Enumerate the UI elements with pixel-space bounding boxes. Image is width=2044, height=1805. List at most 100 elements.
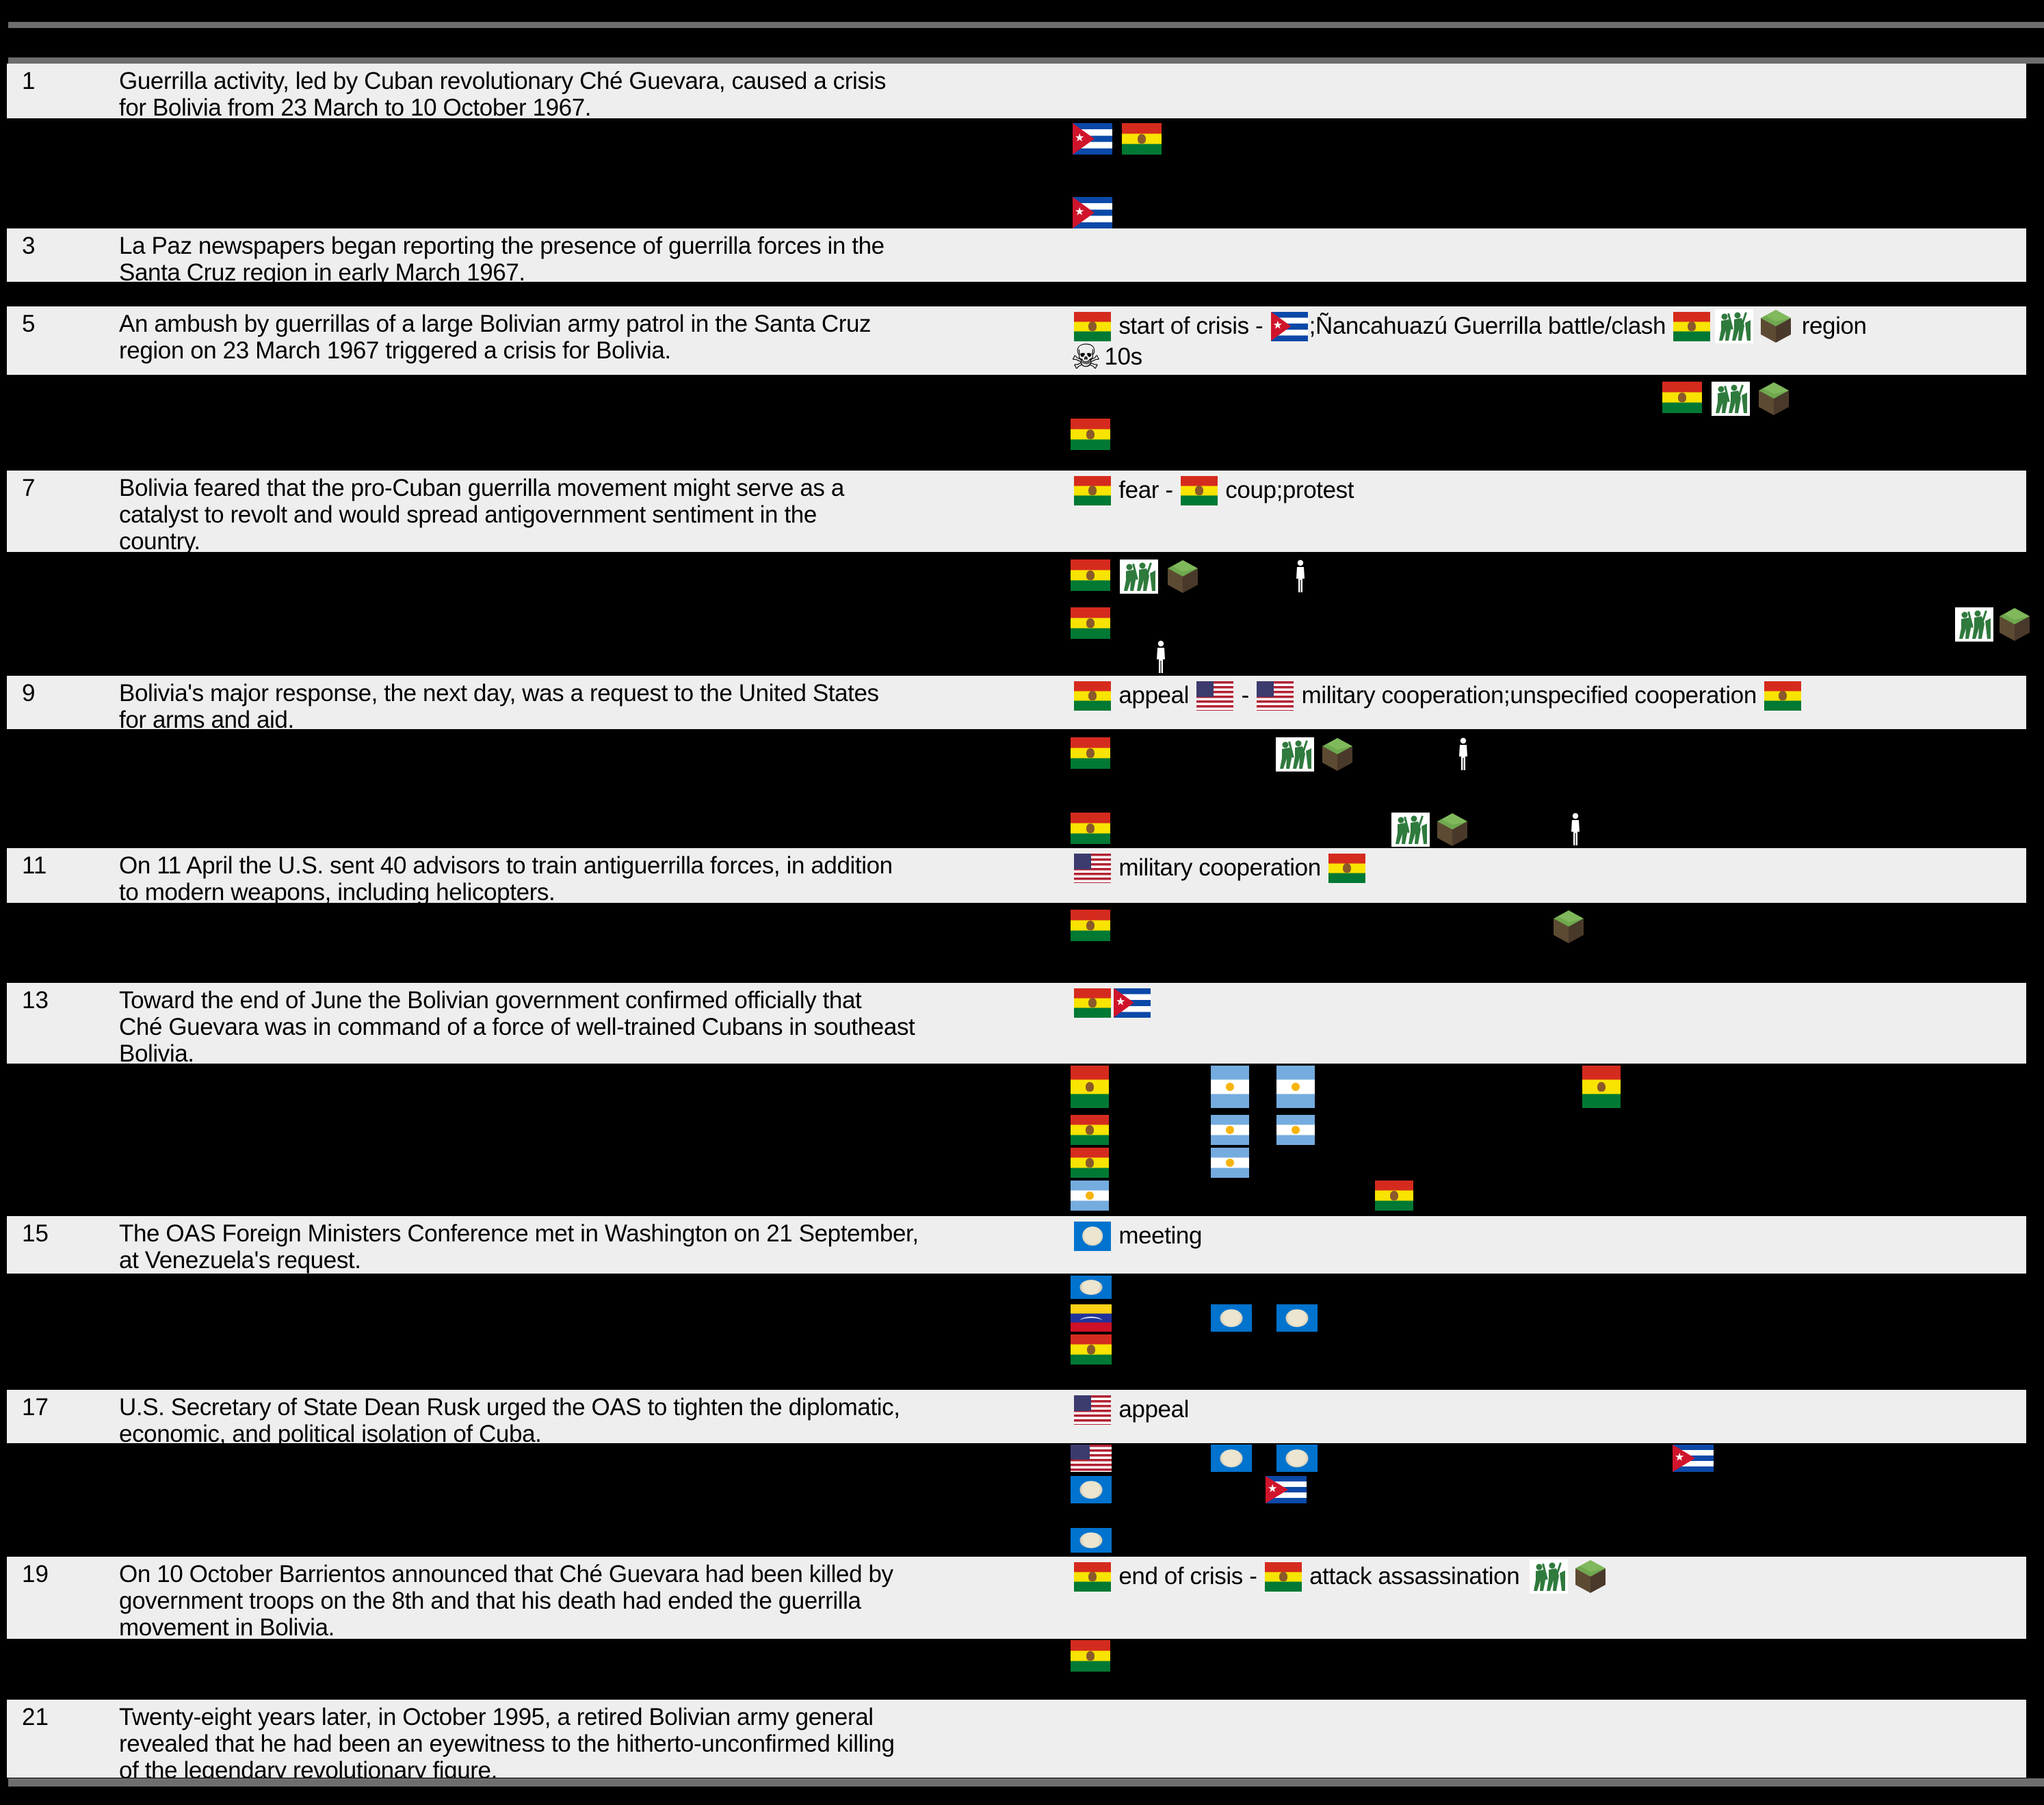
oas-flag-icon (1074, 1221, 1111, 1251)
event-row: 9 Bolivia's major response, the next day,… (7, 676, 2026, 733)
event-number: 13 (22, 987, 49, 1014)
oas-flag-icon (1071, 1276, 1112, 1299)
event-text-line: An ambush by guerrillas of a large Boliv… (119, 311, 872, 337)
bolivia-flag-icon (1071, 607, 1110, 639)
flag-icon-row (7, 607, 2030, 642)
event-row: 11 On 11 April the U.S. sent 40 advisors … (7, 848, 2026, 906)
argentina-flag-detail (1292, 1083, 1300, 1091)
argentina-flag-icon (1211, 1115, 1249, 1145)
troops-icon (1712, 382, 1750, 416)
event-text-line: region on 23 March 1967 triggered a cris… (119, 337, 671, 364)
troops-icon (1955, 607, 1993, 642)
territory-icon (1322, 737, 1353, 772)
bolivia-flag-detail (1678, 393, 1686, 402)
fatalities-skull-icon: ☠ (1071, 337, 1101, 377)
annotation-text: meeting (1112, 1222, 1203, 1249)
usa-flag-detail (1071, 1445, 1090, 1460)
flag-icon-row: ★ (7, 197, 2026, 228)
event-text-line: The OAS Foreign Ministers Conference met… (119, 1220, 919, 1247)
bolivia-flag-icon (1071, 1066, 1109, 1108)
usa-flag-icon (1071, 1445, 1112, 1472)
bolivia-flag-icon (1074, 681, 1111, 711)
oas-flag-detail (1079, 1280, 1103, 1295)
troops-icon (1391, 813, 1430, 847)
oas-flag-detail (1285, 1449, 1309, 1467)
cuba-flag-detail: ★ (1075, 132, 1085, 144)
flag-icon-row (7, 1276, 2026, 1302)
event-text-line: U.S. Secretary of State Dean Rusk urged … (119, 1394, 900, 1421)
cuba-flag-icon: ★ (1266, 1476, 1307, 1503)
divider-bar (8, 22, 2044, 28)
event-text: On 10 October Barrientos announced that … (119, 1561, 893, 1641)
bolivia-flag-detail (1390, 1191, 1398, 1200)
argentina-flag-icon (1276, 1066, 1315, 1108)
event-row: 17 U.S. Secretary of State Dean Rusk urge… (7, 1390, 2026, 1447)
cuba-flag-icon: ★ (1073, 197, 1112, 228)
event-text-line: to modern weapons, including helicopters… (119, 879, 555, 906)
bolivia-flag-icon (1071, 737, 1110, 769)
flag-icon-row (7, 737, 2026, 772)
cuba-flag-icon: ★ (1073, 123, 1112, 155)
flag-icon-row (7, 1148, 2026, 1179)
bolivia-flag-detail (1088, 321, 1097, 331)
flag-icon-row: ★ (7, 1476, 2026, 1505)
event-annotation: start of crisis - ★ ;Ñancahuazú Guerrilla… (1073, 309, 1867, 343)
usa-flag-detail (1074, 853, 1091, 869)
event-text: Bolivia's major response, the next day, … (119, 680, 879, 733)
bolivia-flag-detail (1088, 1572, 1097, 1581)
flag-icon-row (7, 382, 2026, 416)
usa-flag-detail (1074, 1395, 1091, 1411)
cuba-flag-icon: ★ (1673, 1445, 1714, 1472)
event-number: 11 (22, 852, 47, 879)
flag-icon-row (7, 910, 2026, 944)
event-row: 19 On 10 October Barrientos announced tha… (7, 1557, 2026, 1641)
event-row: 7 Bolivia feared that the pro-Cuban guerr… (7, 471, 2026, 555)
annotation-text: military cooperation (1112, 854, 1328, 881)
event-number: 21 (22, 1704, 49, 1730)
cuba-flag-detail: ★ (1075, 206, 1085, 218)
oas-flag-icon (1276, 1304, 1318, 1332)
event-row: 21 Twenty-eight years later, in October 1… (7, 1700, 2026, 1784)
event-number: 15 (22, 1220, 49, 1247)
cuba-flag-detail: ★ (1675, 1451, 1685, 1464)
bolivia-flag-detail (1343, 863, 1352, 873)
event-text-line: On 10 October Barrientos announced that … (119, 1561, 893, 1587)
oas-flag-icon (1071, 1476, 1112, 1503)
event-text-line: La Paz newspapers began reporting the pr… (119, 233, 885, 259)
venezuela-flag-icon (1071, 1304, 1112, 1332)
oas-flag-detail (1082, 1226, 1103, 1246)
flag-icon-row (7, 1528, 2026, 1555)
event-text-line: country. (119, 528, 200, 555)
divider-bar (8, 1778, 2044, 1787)
event-text: Guerrilla activity, led by Cuban revolut… (119, 68, 886, 121)
territory-icon (1760, 309, 1792, 343)
troops-icon (1276, 737, 1314, 772)
bolivia-flag-detail (1087, 1345, 1095, 1354)
flag-icon-row (7, 640, 2026, 674)
flag-icon-row: ★ (7, 1445, 2026, 1473)
event-text-line: Bolivia's major response, the next day, … (119, 680, 879, 707)
event-text: U.S. Secretary of State Dean Rusk urged … (119, 1394, 900, 1447)
argentina-flag-detail (1292, 1126, 1300, 1134)
event-text-line: Ché Guevara was in command of a force of… (119, 1014, 915, 1040)
event-text-line: government troops on the 8th and that hi… (119, 1587, 861, 1614)
troops-icon (1715, 309, 1754, 343)
bolivia-flag-icon (1673, 311, 1711, 341)
annotation-text: - (1235, 682, 1256, 709)
event-number: 1 (22, 68, 36, 94)
territory-icon (1999, 607, 2030, 642)
event-text-line: movement in Bolivia. (119, 1614, 335, 1641)
venezuela-flag-detail (1079, 1316, 1103, 1325)
bolivia-flag-detail (1088, 486, 1097, 495)
flag-icon-row: ★ (7, 123, 2026, 155)
oas-flag-icon (1211, 1445, 1252, 1472)
bolivia-flag-icon (1264, 1562, 1302, 1592)
person-icon (1294, 559, 1307, 594)
event-row: 3 La Paz newspapers began reporting the p… (7, 228, 2026, 286)
bolivia-flag-detail (1086, 1082, 1094, 1092)
argentina-flag-icon (1211, 1148, 1249, 1178)
person-icon (1569, 813, 1582, 847)
argentina-flag-detail (1086, 1191, 1094, 1200)
cuba-flag-detail: ★ (1272, 319, 1283, 332)
